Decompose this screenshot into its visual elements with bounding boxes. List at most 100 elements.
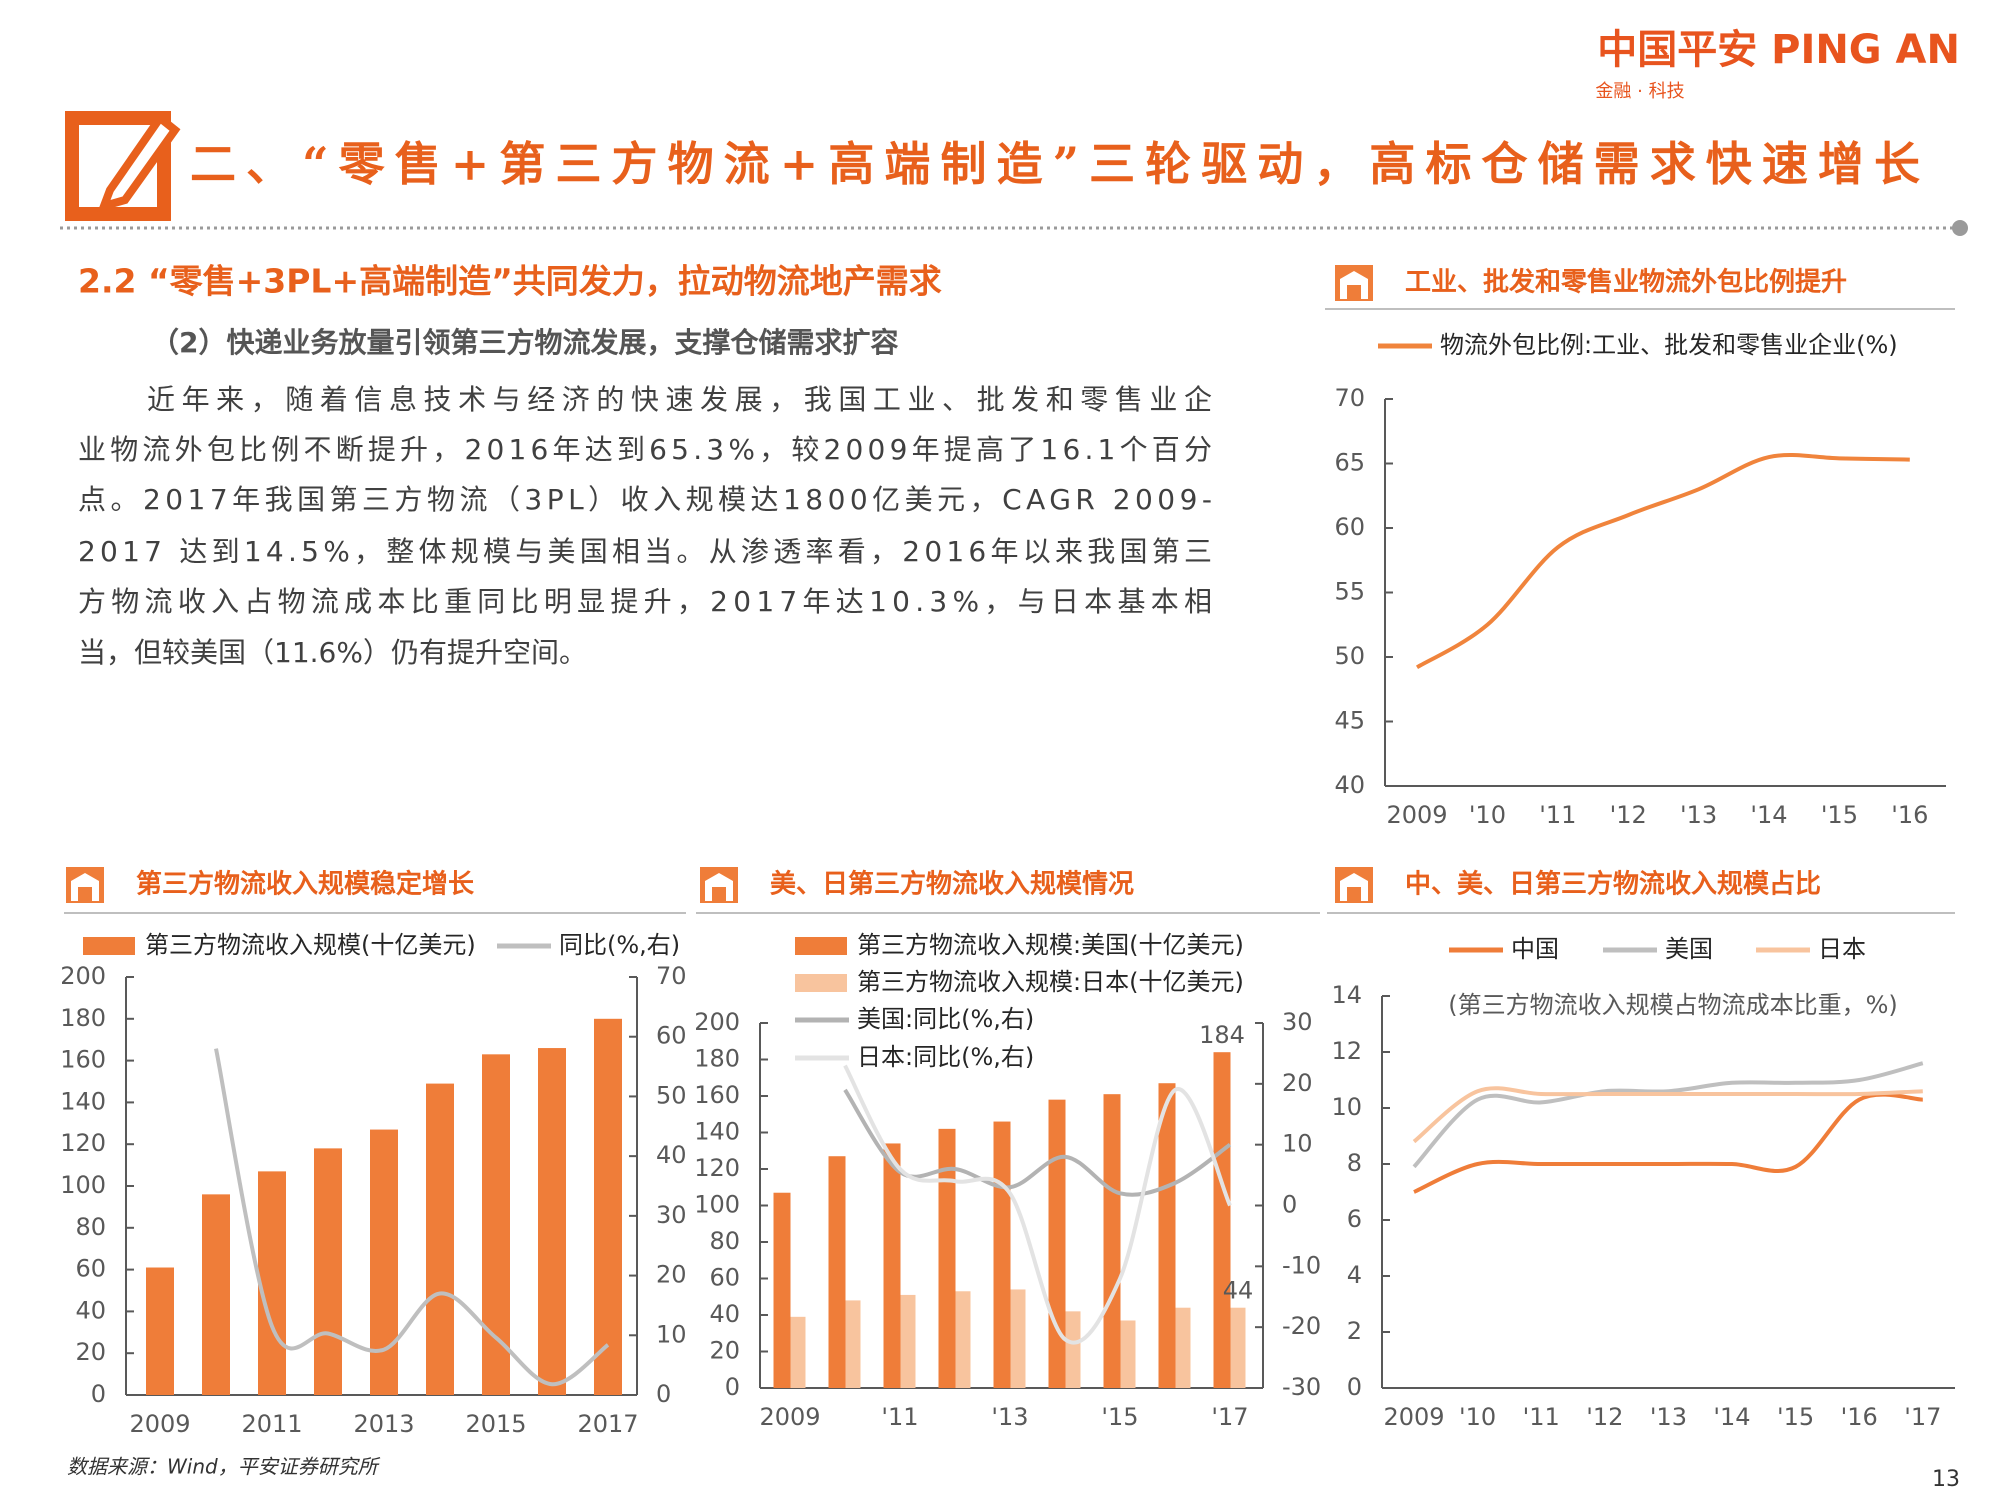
- y-tick-label: 100: [60, 1171, 106, 1199]
- bar: [314, 1148, 342, 1395]
- y-tick-label: 65: [1334, 449, 1365, 477]
- x-tick-label: '10: [1459, 1403, 1496, 1431]
- series-line: [1412, 1061, 1924, 1169]
- bar: [845, 1300, 861, 1388]
- y-tick-label: 140: [60, 1087, 106, 1115]
- y-tick-label: 200: [694, 1008, 740, 1036]
- y-tick-label: 120: [60, 1129, 106, 1157]
- x-tick-label: '17: [1211, 1403, 1248, 1431]
- chart-subtitle: (第三方物流收入规模占物流成本比重，%): [1448, 991, 1898, 1019]
- bar: [900, 1294, 916, 1388]
- legend-label: 美国: [1665, 935, 1713, 963]
- y-tick-label: 50: [1334, 642, 1365, 670]
- bar: [594, 1018, 622, 1395]
- bar: [538, 1048, 566, 1395]
- y-tick-label: 40: [709, 1300, 740, 1328]
- bar: [482, 1054, 510, 1395]
- x-tick-label: '17: [1904, 1403, 1941, 1431]
- x-tick-label: '15: [1821, 801, 1858, 829]
- section-subheading: （2）快递业务放量引领第三方物流发展，支撑仓储需求扩容: [151, 326, 899, 359]
- y-tick-label: 160: [60, 1046, 106, 1074]
- data-label: 44: [1223, 1277, 1254, 1305]
- y-tick-label: 8: [1347, 1149, 1362, 1177]
- y-tick-label: 70: [1334, 384, 1365, 412]
- x-tick-label: '13: [1650, 1403, 1687, 1431]
- chart-title: 中、美、日第三方物流收入规模占比: [1405, 869, 1821, 900]
- panel-icon-door: [78, 887, 92, 901]
- y2-tick-label: 60: [656, 1022, 687, 1050]
- x-tick-label: '15: [1101, 1403, 1138, 1431]
- series-line: [843, 1088, 1232, 1197]
- x-tick-label: '12: [1610, 801, 1647, 829]
- legend-label: 日本: [1818, 935, 1866, 963]
- y2-tick-label: -30: [1282, 1373, 1321, 1401]
- paragraph-line: 2017 达到14.5%，整体规模与美国相当。从渗透率看，2016年以来我国第三: [78, 535, 1212, 568]
- y2-tick-label: 10: [1282, 1130, 1313, 1158]
- y-tick-label: 10: [1331, 1093, 1362, 1121]
- page-number: 13: [1932, 1467, 1960, 1492]
- paragraph-line: 方物流收入占物流成本比重同比明显提升，2017年达10.3%，与日本基本相: [78, 585, 1212, 618]
- logo: 中国平安 PING AN: [1597, 27, 1960, 73]
- y-tick-label: 20: [75, 1338, 106, 1366]
- y-tick-label: 40: [75, 1296, 106, 1324]
- x-tick-label: '11: [1539, 801, 1576, 829]
- y-tick-label: 100: [694, 1191, 740, 1219]
- y-tick-label: 6: [1347, 1205, 1362, 1233]
- x-tick-label: 2013: [353, 1410, 414, 1438]
- y-tick-label: 80: [709, 1227, 740, 1255]
- y2-tick-label: -20: [1282, 1312, 1321, 1340]
- panel-icon-door: [1347, 285, 1361, 299]
- y-tick-label: 4: [1347, 1261, 1362, 1289]
- paragraph-line: 当，但较美国（11.6%）仍有提升空间。: [78, 636, 587, 669]
- x-tick-label: '10: [1469, 801, 1506, 829]
- legend-label: 第三方物流收入规模:美国(十亿美元): [857, 931, 1244, 959]
- legend-label: 同比(%,右): [559, 931, 680, 959]
- y-tick-label: 20: [709, 1337, 740, 1365]
- x-tick-label: 2009: [129, 1410, 190, 1438]
- source: 数据来源：Wind，平安证券研究所: [67, 1455, 381, 1479]
- series-line: [214, 1048, 610, 1387]
- section-heading: 2.2 “零售+3PL+高端制造”共同发力，拉动物流地产需求: [78, 262, 942, 301]
- legend-label: 第三方物流收入规模(十亿美元): [145, 931, 476, 959]
- y2-tick-label: 30: [1282, 1008, 1313, 1036]
- series-line: [1412, 1086, 1923, 1144]
- legend-label: 中国: [1511, 935, 1559, 963]
- bar: [883, 1143, 901, 1388]
- x-tick-label: '15: [1777, 1403, 1814, 1431]
- y-tick-label: 60: [1334, 513, 1365, 541]
- x-tick-label: '13: [991, 1403, 1028, 1431]
- bar: [258, 1171, 286, 1395]
- bar: [938, 1128, 956, 1388]
- y2-tick-label: 50: [656, 1081, 687, 1109]
- title-icon: [65, 111, 171, 221]
- divider-dot: [1952, 220, 1968, 236]
- legend-swatch: [795, 974, 847, 992]
- x-tick-label: '14: [1750, 801, 1787, 829]
- bar: [1120, 1320, 1136, 1388]
- y-tick-label: 140: [694, 1118, 740, 1146]
- legend-label: 美国:同比(%,右): [857, 1005, 1034, 1033]
- y-tick-label: 200: [60, 962, 106, 990]
- y-tick-label: 160: [694, 1081, 740, 1109]
- paragraph-line: 业物流外包比例不断提升，2016年达到65.3%，较2009年提高了16.1个百…: [78, 433, 1212, 466]
- y-tick-label: 2: [1347, 1317, 1362, 1345]
- bar: [146, 1267, 174, 1395]
- y-tick-label: 180: [60, 1004, 106, 1032]
- x-tick-label: 2011: [241, 1410, 302, 1438]
- y2-tick-label: 0: [656, 1380, 671, 1408]
- panel-icon-door: [1347, 887, 1361, 901]
- y-tick-label: 45: [1334, 707, 1365, 735]
- bar: [1158, 1083, 1176, 1388]
- bar: [955, 1291, 971, 1388]
- x-tick-label: 2009: [1383, 1403, 1444, 1431]
- x-tick-label: 2009: [1386, 801, 1447, 829]
- bar: [828, 1156, 846, 1388]
- bar: [1230, 1307, 1246, 1388]
- main-title: 二、“零售+第三方物流+高端制造”三轮驱动，高标仓储需求快速增长: [190, 137, 1920, 191]
- bar: [1010, 1289, 1026, 1388]
- y2-tick-label: 70: [656, 962, 687, 990]
- x-tick-label: '16: [1891, 801, 1928, 829]
- chart-title: 工业、批发和零售业物流外包比例提升: [1405, 267, 1847, 298]
